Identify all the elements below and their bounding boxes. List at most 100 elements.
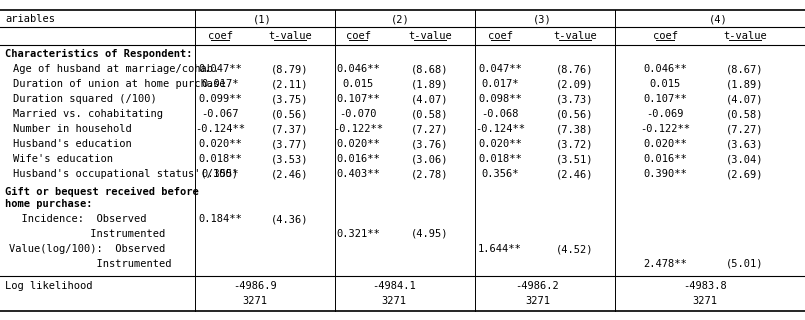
Text: 0.355*: 0.355*: [201, 169, 239, 179]
Text: 0.046**: 0.046**: [643, 64, 687, 74]
Text: (0.56): (0.56): [271, 109, 309, 119]
Text: (8.67): (8.67): [726, 64, 764, 74]
Text: t-value: t-value: [408, 31, 452, 41]
Text: 0.107**: 0.107**: [643, 94, 687, 104]
Text: -0.124**: -0.124**: [195, 124, 245, 134]
Text: -4986.9: -4986.9: [233, 281, 277, 291]
Text: (2): (2): [390, 14, 410, 24]
Text: 3271: 3271: [242, 296, 267, 306]
Text: (3.04): (3.04): [726, 154, 764, 164]
Text: (7.27): (7.27): [726, 124, 764, 134]
Text: (3): (3): [533, 14, 551, 24]
Text: (3.76): (3.76): [411, 139, 448, 149]
Text: -0.070: -0.070: [339, 109, 377, 119]
Text: (1): (1): [253, 14, 271, 24]
Text: -0.069: -0.069: [646, 109, 683, 119]
Text: 0.018**: 0.018**: [478, 154, 522, 164]
Text: 2.478**: 2.478**: [643, 259, 687, 269]
Text: Husband's occupational status'(/100): Husband's occupational status'(/100): [13, 169, 238, 179]
Text: 0.016**: 0.016**: [643, 154, 687, 164]
Text: Husband's education: Husband's education: [13, 139, 132, 149]
Text: (3.73): (3.73): [556, 94, 594, 104]
Text: 3271: 3271: [692, 296, 717, 306]
Text: (1.89): (1.89): [411, 79, 448, 89]
Text: (4.36): (4.36): [271, 214, 309, 224]
Text: 0.017*: 0.017*: [201, 79, 239, 89]
Text: (3.51): (3.51): [556, 154, 594, 164]
Text: -0.067: -0.067: [201, 109, 239, 119]
Text: 0.184**: 0.184**: [198, 214, 242, 224]
Text: (2.09): (2.09): [556, 79, 594, 89]
Text: 0.321**: 0.321**: [336, 229, 380, 239]
Text: Instrumented: Instrumented: [9, 229, 165, 239]
Text: 0.390**: 0.390**: [643, 169, 687, 179]
Text: -4984.1: -4984.1: [372, 281, 416, 291]
Text: (3.53): (3.53): [271, 154, 309, 164]
Text: 0.098**: 0.098**: [478, 94, 522, 104]
Text: (0.58): (0.58): [411, 109, 448, 119]
Text: home purchase:: home purchase:: [5, 199, 93, 209]
Text: Wife's education: Wife's education: [13, 154, 113, 164]
Text: -0.068: -0.068: [481, 109, 518, 119]
Text: (5.01): (5.01): [726, 259, 764, 269]
Text: Number in household: Number in household: [13, 124, 132, 134]
Text: (4): (4): [708, 14, 728, 24]
Text: 0.020**: 0.020**: [336, 139, 380, 149]
Text: (4.07): (4.07): [726, 94, 764, 104]
Text: (3.63): (3.63): [726, 139, 764, 149]
Text: 0.020**: 0.020**: [478, 139, 522, 149]
Text: (3.75): (3.75): [271, 94, 309, 104]
Text: 0.403**: 0.403**: [336, 169, 380, 179]
Text: (2.78): (2.78): [411, 169, 448, 179]
Text: 0.356*: 0.356*: [481, 169, 518, 179]
Text: Characteristics of Respondent:: Characteristics of Respondent:: [5, 49, 192, 59]
Text: 0.015: 0.015: [342, 79, 374, 89]
Text: coef: coef: [208, 31, 233, 41]
Text: (3.06): (3.06): [411, 154, 448, 164]
Text: (4.07): (4.07): [411, 94, 448, 104]
Text: (3.72): (3.72): [556, 139, 594, 149]
Text: Age of husband at marriage/cohab.: Age of husband at marriage/cohab.: [13, 64, 219, 74]
Text: Value(log/100):  Observed: Value(log/100): Observed: [9, 244, 165, 254]
Text: Duration squared (/100): Duration squared (/100): [13, 94, 157, 104]
Text: 0.016**: 0.016**: [336, 154, 380, 164]
Text: 0.017*: 0.017*: [481, 79, 518, 89]
Text: (7.37): (7.37): [271, 124, 309, 134]
Text: 0.047**: 0.047**: [478, 64, 522, 74]
Text: Duration of union at home purchase: Duration of union at home purchase: [13, 79, 225, 89]
Text: (2.69): (2.69): [726, 169, 764, 179]
Text: (2.46): (2.46): [556, 169, 594, 179]
Text: (0.56): (0.56): [556, 109, 594, 119]
Text: -4983.8: -4983.8: [683, 281, 727, 291]
Text: -0.124**: -0.124**: [475, 124, 525, 134]
Text: 0.047**: 0.047**: [198, 64, 242, 74]
Text: (2.11): (2.11): [271, 79, 309, 89]
Text: 1.644**: 1.644**: [478, 244, 522, 254]
Text: Married vs. cohabitating: Married vs. cohabitating: [13, 109, 163, 119]
Text: -4986.2: -4986.2: [516, 281, 559, 291]
Text: 3271: 3271: [382, 296, 407, 306]
Text: ariables: ariables: [5, 14, 55, 24]
Text: (8.76): (8.76): [556, 64, 594, 74]
Text: t-value: t-value: [723, 31, 767, 41]
Text: coef: coef: [488, 31, 513, 41]
Text: coef: coef: [345, 31, 370, 41]
Text: (4.95): (4.95): [411, 229, 448, 239]
Text: (8.79): (8.79): [271, 64, 309, 74]
Text: 0.046**: 0.046**: [336, 64, 380, 74]
Text: 3271: 3271: [525, 296, 550, 306]
Text: Gift or bequest received before: Gift or bequest received before: [5, 187, 199, 197]
Text: 0.020**: 0.020**: [643, 139, 687, 149]
Text: (0.58): (0.58): [726, 109, 764, 119]
Text: 0.107**: 0.107**: [336, 94, 380, 104]
Text: 0.020**: 0.020**: [198, 139, 242, 149]
Text: (1.89): (1.89): [726, 79, 764, 89]
Text: 0.099**: 0.099**: [198, 94, 242, 104]
Text: -0.122**: -0.122**: [640, 124, 690, 134]
Text: 0.018**: 0.018**: [198, 154, 242, 164]
Text: (7.38): (7.38): [556, 124, 594, 134]
Text: coef: coef: [653, 31, 678, 41]
Text: t-value: t-value: [553, 31, 597, 41]
Text: (3.77): (3.77): [271, 139, 309, 149]
Text: 0.015: 0.015: [650, 79, 680, 89]
